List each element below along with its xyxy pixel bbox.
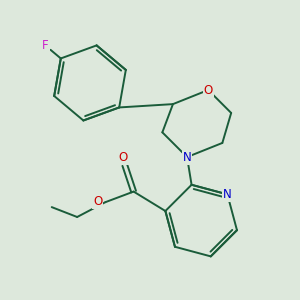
Text: O: O: [118, 151, 128, 164]
Text: F: F: [42, 39, 49, 52]
Text: N: N: [183, 151, 191, 164]
Text: N: N: [223, 188, 232, 201]
Text: O: O: [93, 195, 102, 208]
Text: O: O: [204, 83, 213, 97]
